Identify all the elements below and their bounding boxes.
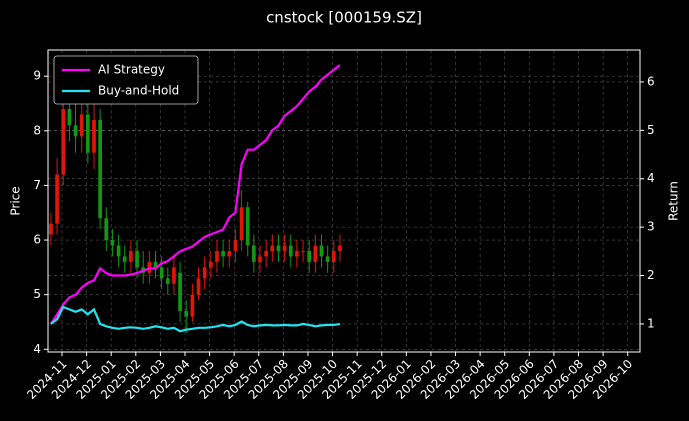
candle-body xyxy=(295,250,299,257)
candle-body xyxy=(227,250,232,257)
plot-frame xyxy=(47,49,641,353)
legend-label: Buy-and-Hold xyxy=(98,84,179,98)
candle-body xyxy=(178,272,182,312)
candle-body xyxy=(233,240,238,251)
candle-body xyxy=(258,256,262,262)
chart-title: cnstock [000159.SZ] xyxy=(266,9,422,27)
candle-body xyxy=(264,250,269,257)
candle-body xyxy=(92,119,96,153)
y2-tick-label: 5 xyxy=(647,123,655,137)
candle-body xyxy=(165,278,170,284)
y2-axis-label: Return xyxy=(667,181,681,221)
candle-body xyxy=(159,267,164,279)
candle-body xyxy=(67,108,72,126)
y-tick-label: 9 xyxy=(33,69,41,83)
y2-tick-label: 4 xyxy=(647,171,655,185)
candle-body xyxy=(282,245,287,251)
candle-body xyxy=(129,250,133,262)
candle-body xyxy=(153,261,158,268)
candle-body xyxy=(79,114,84,137)
candle-body xyxy=(116,245,121,257)
y-tick-label: 8 xyxy=(33,123,41,137)
candle-body xyxy=(245,207,250,246)
y2-tick-label: 3 xyxy=(647,220,655,234)
candle-body xyxy=(122,256,127,262)
candle-body xyxy=(270,245,275,251)
candle-body xyxy=(135,250,139,268)
candle-body xyxy=(104,218,109,241)
candle-body xyxy=(252,245,256,262)
candle-body xyxy=(196,278,201,295)
candle-body xyxy=(221,250,225,257)
y2-tick-label: 1 xyxy=(647,316,655,330)
candle-body xyxy=(325,256,330,262)
candle-body xyxy=(338,245,342,251)
candle-body xyxy=(239,207,244,241)
candle-body xyxy=(313,245,318,262)
candle-body xyxy=(208,261,213,268)
line-series xyxy=(50,64,341,325)
candle-body xyxy=(73,125,78,137)
candle-body xyxy=(215,250,219,262)
candle-body xyxy=(110,240,115,246)
candle-body xyxy=(202,267,207,279)
y2-tick-label: 6 xyxy=(647,74,655,88)
candle-body xyxy=(49,223,53,235)
candle-body xyxy=(98,119,102,219)
y-axis-label: Price xyxy=(9,186,23,215)
candle-body xyxy=(331,250,336,262)
candle-body xyxy=(319,245,324,257)
candle-body xyxy=(307,250,312,262)
candle-body xyxy=(276,245,281,251)
y-tick-label: 6 xyxy=(33,233,41,247)
line-series xyxy=(50,305,341,333)
y-tick-label: 7 xyxy=(33,178,41,192)
candle-body xyxy=(288,245,293,257)
candle-body xyxy=(301,250,305,252)
candle-body xyxy=(172,267,176,284)
y-tick-label: 5 xyxy=(33,287,41,301)
legend-label: AI Strategy xyxy=(98,63,165,77)
candle-body xyxy=(190,294,195,317)
candle-body xyxy=(55,174,59,224)
y-tick-label: 4 xyxy=(33,342,41,356)
candle-body xyxy=(85,114,90,153)
candle-body xyxy=(184,311,189,317)
candle-body xyxy=(61,108,66,175)
y2-tick-label: 2 xyxy=(647,268,655,282)
